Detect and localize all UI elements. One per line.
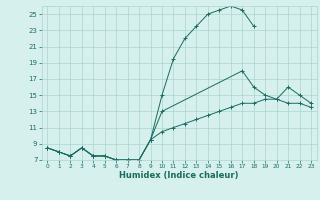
X-axis label: Humidex (Indice chaleur): Humidex (Indice chaleur) (119, 171, 239, 180)
